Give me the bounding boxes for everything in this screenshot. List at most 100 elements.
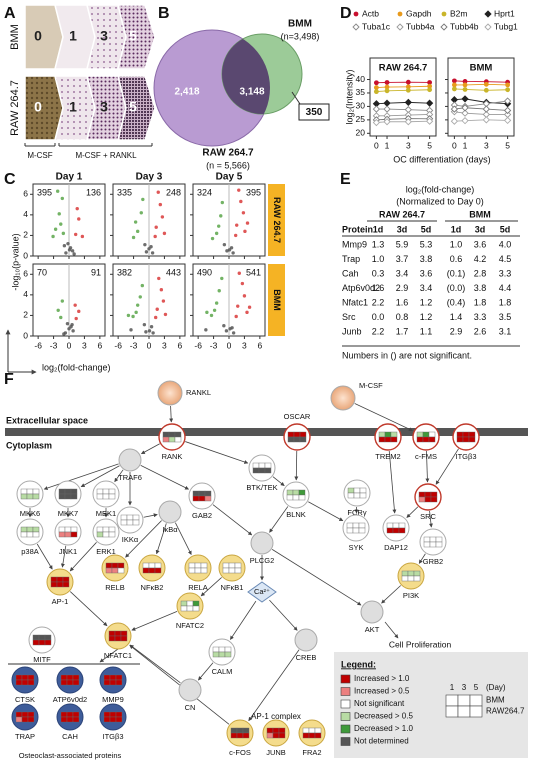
panel-title: RAW 264.7 [379,63,428,74]
edge [354,403,413,431]
table-header: Protein [342,224,373,234]
venn-count: 350 [306,107,323,118]
node-label: CTSK [15,695,35,704]
expression-cell [32,526,40,533]
expression-cell [15,711,23,718]
edge [185,441,249,464]
edge [155,523,167,555]
expression-cell [407,575,415,582]
row-label: BMM [9,24,21,50]
volcano-point [163,312,168,317]
expression-cell [218,651,226,658]
volcano-point [77,217,81,221]
point [484,23,492,31]
volcano-point [67,248,72,252]
point [427,80,433,85]
expression-cell [456,436,464,443]
expression-cell [26,493,34,500]
expression-cell [168,436,176,443]
expression-cell [15,674,23,681]
plot-frame [447,57,515,137]
volcano-point [147,247,151,251]
legend-box [334,652,528,758]
expression-cell [392,527,400,534]
expression-cell [430,496,438,503]
table-cell: 2.6 [474,326,487,336]
legend-cell [457,705,471,718]
node-label: c-FOS [229,748,251,757]
expression-cell [108,526,116,533]
point [462,87,468,92]
point [396,23,404,31]
expression-cell [298,489,306,496]
expression-cell [50,581,58,588]
count-label: 443 [166,267,181,277]
legend-cell [445,694,459,707]
x-tick-label: 1 [385,140,390,150]
series-line [376,118,430,121]
volcano-point [139,211,143,215]
volcano-point [126,313,131,318]
volcano-point [131,235,136,240]
expression-cell [194,562,202,569]
volcano-point [156,190,160,194]
edge [99,648,119,663]
expression-cell [21,716,29,723]
expression-cell [66,711,74,718]
expression-cell [353,492,361,499]
expression-cell [148,567,156,574]
legend-swatch [340,687,351,696]
expression-cell [353,487,361,494]
expression-cell [428,436,436,443]
volcano-point [247,305,252,309]
y-tick-label: 0 [23,250,28,260]
venn-n: (n = 5,566) [206,160,250,170]
expression-cell [392,522,400,529]
point [450,105,459,113]
count-label: 395 [246,187,261,197]
node-label: RANKL [186,388,211,397]
expression-cell [429,541,437,548]
panel-label: F [4,371,14,388]
point [373,85,379,90]
day-label: 5 [129,99,137,115]
expression-cell [21,674,29,681]
expression-cell [186,600,194,607]
volcano-point [51,234,55,239]
volcano-point [144,330,148,334]
expression-cell [64,526,72,533]
table-cell: 1.4 [450,312,463,322]
node-label: PLCG2 [250,556,275,565]
volcano-point [225,249,229,253]
edge [43,463,119,490]
volcano-point [209,313,214,318]
node-label: c-FMS [415,452,437,461]
expression-cell [109,716,117,723]
count-label: 324 [197,187,212,197]
edge [428,510,433,528]
panel-label: C [4,171,16,188]
node-label: MEK1 [96,509,116,518]
volcano-point [131,314,135,319]
legend-swatch [340,737,351,746]
expression-cell [390,431,398,438]
expression-cell [212,646,220,653]
count-label: 395 [37,187,52,197]
legend-swatch [340,724,351,734]
node [158,500,182,524]
expression-cell [222,567,230,574]
series-line [376,81,430,84]
point [405,79,411,85]
volcano-point [74,316,78,321]
expression-cell [120,630,128,637]
point [384,88,390,94]
series-line [454,107,508,111]
series-line [376,85,430,89]
expression-cell [286,489,294,496]
node-label: MMP9 [102,695,124,704]
expression-cell [407,570,415,577]
expression-cell [21,711,29,718]
expression-cell [50,576,58,583]
column-title: Day 3 [136,172,163,183]
